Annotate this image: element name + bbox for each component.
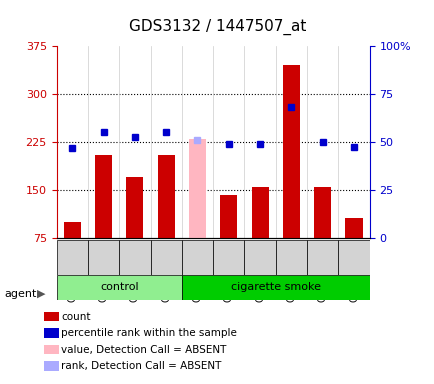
Text: agent: agent (4, 289, 36, 299)
Bar (157, 155, 174, 238)
Bar (220, 195, 237, 238)
Text: cigarette smoke: cigarette smoke (230, 282, 320, 292)
FancyBboxPatch shape (275, 240, 306, 275)
Bar (188, 139, 206, 238)
Bar (313, 187, 331, 238)
FancyBboxPatch shape (338, 240, 369, 275)
Text: count: count (61, 312, 90, 322)
FancyBboxPatch shape (244, 240, 275, 275)
Bar (251, 187, 268, 238)
Text: ▶: ▶ (37, 289, 46, 299)
FancyBboxPatch shape (119, 240, 150, 275)
Bar (63, 222, 81, 238)
FancyBboxPatch shape (306, 240, 338, 275)
FancyBboxPatch shape (56, 275, 181, 300)
FancyBboxPatch shape (181, 240, 213, 275)
Text: value, Detection Call = ABSENT: value, Detection Call = ABSENT (61, 345, 226, 355)
Bar (345, 218, 362, 238)
Text: GDS3132 / 1447507_at: GDS3132 / 1447507_at (128, 18, 306, 35)
Text: percentile rank within the sample: percentile rank within the sample (61, 328, 236, 338)
Bar (282, 65, 299, 238)
FancyBboxPatch shape (150, 240, 181, 275)
FancyBboxPatch shape (181, 275, 369, 300)
Bar (126, 177, 143, 238)
Text: rank, Detection Call = ABSENT: rank, Detection Call = ABSENT (61, 361, 221, 371)
Bar (95, 155, 112, 238)
FancyBboxPatch shape (88, 240, 119, 275)
Text: control: control (100, 282, 138, 292)
FancyBboxPatch shape (213, 240, 244, 275)
FancyBboxPatch shape (56, 240, 88, 275)
